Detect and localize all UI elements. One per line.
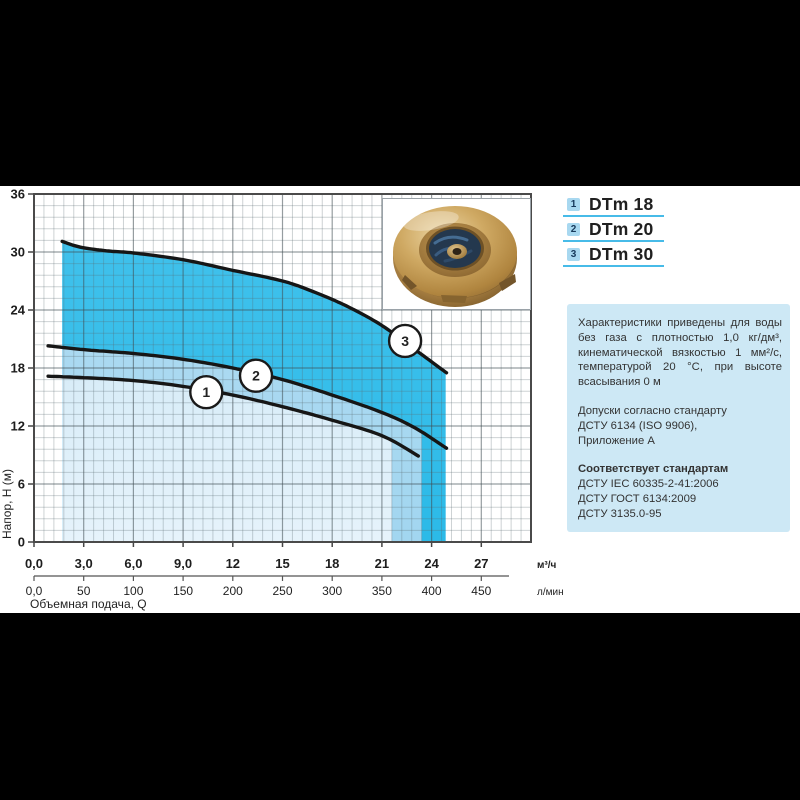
y-tick-label: 6 [18, 477, 25, 492]
x-primary-tick-label: 9,0 [174, 556, 192, 571]
x-secondary-tick-label: 300 [322, 584, 342, 598]
x-secondary-tick-label: 50 [77, 584, 91, 598]
x-primary-tick-label: 12 [226, 556, 240, 571]
x-primary-tick-label: 24 [424, 556, 439, 571]
standards-list: Соответствует стандартам ДСТУ IEC 60335-… [578, 462, 782, 521]
legend-item-dtm-18: 1 DTm 18 [563, 195, 664, 217]
x-secondary-tick-label: 250 [272, 584, 292, 598]
x-primary-tick-label: 27 [474, 556, 488, 571]
x-secondary-tick-label: 100 [123, 584, 143, 598]
tolerance-line: Приложение А [578, 434, 655, 447]
plot-border [33, 193, 532, 543]
curve-marker-number: 3 [401, 333, 409, 349]
legend-number-badge: 3 [567, 247, 580, 261]
curve-marker-1 [189, 374, 224, 410]
x-secondary-tick-label: 0,0 [26, 584, 43, 598]
y-tick-label: 0 [18, 535, 25, 550]
water-conditions-text: Характеристики приведены для воды без га… [578, 317, 782, 389]
x-secondary-unit: л/мин [537, 587, 564, 598]
tolerance-line: ДСТУ 6134 (ISO 9906), [578, 419, 698, 432]
curve-marker-3 [387, 323, 423, 359]
x-secondary-tick-label: 200 [223, 584, 243, 598]
y-tick-label: 36 [11, 187, 25, 202]
bottom-black-bar [0, 613, 800, 800]
legend-number-badge: 1 [567, 197, 580, 211]
x-secondary-tick-label: 450 [471, 584, 491, 598]
legend-model-label: DTm 30 [589, 244, 654, 264]
y-tick-label: 18 [11, 361, 25, 376]
top-black-bar [0, 0, 800, 186]
curve-dtm-18 [46, 374, 420, 458]
tolerance-line: Допуски согласно стандарту [578, 404, 727, 417]
fill-dtm-18 [62, 376, 392, 542]
legend-item-dtm-30: 3 DTm 30 [563, 245, 664, 267]
x-primary-tick-label: 18 [325, 556, 339, 571]
legend-item-dtm-20: 2 DTm 20 [563, 220, 664, 242]
standards-title: Соответствует стандартам [578, 463, 729, 476]
content-strip: 1 2 3 0 6 12 18 24 30 36 0,0 3,0 6,0 9,0 12 15 18 21 24 27 м… [0, 186, 800, 613]
standard-line: ДСТУ IEC 60335-2-41:2006 [578, 478, 719, 491]
x-primary-tick-label: 0,0 [25, 556, 43, 571]
curve-marker-2 [238, 358, 274, 393]
x-secondary-tick-label: 350 [372, 584, 392, 598]
legend-model-label: DTm 18 [589, 194, 654, 214]
curve-marker-number: 1 [202, 384, 210, 400]
standard-line: ДСТУ 3135.0-95 [578, 507, 662, 520]
info-panel: Характеристики приведены для воды без га… [567, 304, 790, 532]
curve-dtm-30 [60, 239, 449, 375]
curve-marker-number: 2 [252, 368, 260, 384]
legend-model-label: DTm 20 [589, 219, 654, 239]
y-tick-label: 12 [11, 419, 25, 434]
x-primary-tick-label: 21 [375, 556, 389, 571]
impeller-photo [382, 198, 531, 310]
impeller-image [393, 206, 517, 307]
standard-line: ДСТУ ГОСТ 6134:2009 [578, 492, 697, 505]
x-primary-tick-label: 15 [275, 556, 289, 571]
chart-markers: 1 2 3 [189, 323, 423, 410]
x-axis-title: Объемная подача, Q [30, 597, 147, 611]
impeller-drawing [393, 206, 517, 307]
y-tick-label: 24 [11, 303, 26, 318]
x-secondary-tick-label: 150 [173, 584, 193, 598]
tolerance-standard-text: Допуски согласно стандарту ДСТУ 6134 (ISO… [578, 404, 782, 448]
y-tick-label: 30 [11, 245, 25, 260]
legend-number-badge: 2 [567, 222, 580, 236]
y-axis-title: Напор, H (м) [0, 469, 14, 539]
x-secondary-tick-label: 400 [422, 584, 442, 598]
x-primary-unit: м³/ч [537, 560, 557, 571]
chart-legend: 1 DTm 18 2 DTm 20 3 DTm 30 [563, 195, 673, 270]
x-primary-tick-label: 6,0 [124, 556, 142, 571]
x-primary-tick-label: 3,0 [75, 556, 93, 571]
